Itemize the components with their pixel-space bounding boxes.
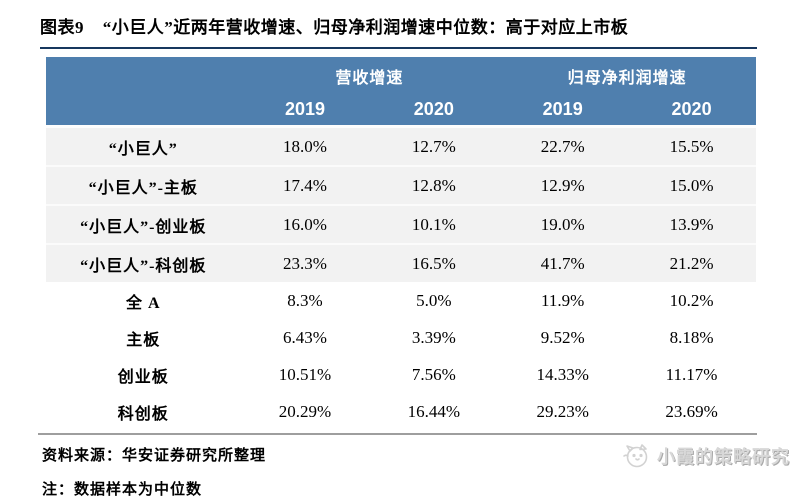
year-header-revenue-2019: 2019 [240, 94, 370, 127]
report-figure: 图表9 “小巨人”近两年营收增速、归母净利润增速中位数：高于对应上市板 营收增速… [38, 13, 790, 498]
cell: 3.39% [411, 327, 456, 347]
figure-label: 图表9 [40, 18, 84, 37]
cell: 14.33% [536, 364, 589, 384]
table-row: 科创板 20.29% 16.44% 29.23% 23.69% [46, 393, 756, 430]
figure-title-text: “小巨人”近两年营收增速、归母净利润增速中位数：高于对应上市板 [102, 18, 629, 37]
watermark: 小霞的策略研究 [622, 443, 790, 469]
column-group-row: 营收增速 归母净利润增速 [46, 57, 756, 94]
row-label: 创业板 [117, 368, 169, 386]
cell: 15.5% [627, 125, 756, 166]
cell: 29.23% [536, 401, 589, 421]
cat-face-icon [623, 444, 648, 468]
cell: 12.9% [498, 165, 628, 205]
figure-title: 图表9 “小巨人”近两年营收增速、归母净利润增速中位数：高于对应上市板 [40, 13, 757, 49]
cell: 17.4% [240, 165, 370, 205]
corner-cell [46, 57, 241, 94]
watermark-text: 小霞的策略研究 [657, 447, 790, 467]
cell: 23.69% [665, 401, 718, 421]
data-table: 营收增速 归母净利润增速 2019 2020 2019 2020 “小巨人” 1… [46, 57, 756, 430]
cell: 12.8% [369, 165, 499, 205]
cell: 18.0% [240, 125, 370, 166]
source-note: 资料来源：华安证券研究所整理 [42, 448, 267, 464]
row-label: 主板 [126, 331, 161, 349]
year-header-row: 2019 2020 2019 2020 [46, 94, 756, 127]
row-label: 科创板 [117, 405, 169, 423]
row-label: 全 A [125, 294, 161, 312]
table-body: “小巨人” 18.0% 12.7% 22.7% 15.5% “小巨人”-主板 1… [46, 125, 756, 431]
table-row: “小巨人” 18.0% 12.7% 22.7% 15.5% [46, 125, 756, 166]
cell: 9.52% [540, 327, 585, 347]
row-label: “小巨人” [46, 125, 241, 166]
table-row: 全 A 8.3% 5.0% 11.9% 10.2% [46, 282, 756, 319]
cell: 11.9% [541, 290, 585, 310]
cell: 8.18% [669, 327, 714, 347]
cell: 7.56% [411, 364, 456, 384]
cell: 5.0% [416, 290, 452, 310]
corner-cell [46, 94, 241, 127]
year-header-profit-2019: 2019 [498, 94, 628, 127]
table-row: 创业板 10.51% 7.56% 14.33% 11.17% [46, 356, 756, 393]
cell: 23.3% [240, 243, 370, 282]
cell: 15.0% [627, 165, 756, 205]
cell: 22.7% [498, 125, 628, 166]
cell: 16.5% [369, 243, 499, 282]
cell: 16.0% [240, 204, 370, 244]
cell: 19.0% [498, 204, 628, 244]
cell: 8.3% [287, 290, 323, 310]
table-row: “小巨人”-创业板 16.0% 10.1% 19.0% 13.9% [46, 204, 756, 244]
table-header: 营收增速 归母净利润增速 2019 2020 2019 2020 [46, 57, 756, 127]
cell: 6.43% [283, 327, 327, 347]
cell: 41.7% [498, 243, 628, 282]
cell: 13.9% [627, 204, 756, 244]
cell: 16.44% [407, 401, 461, 421]
cell: 11.17% [665, 364, 718, 384]
row-label: “小巨人”-主板 [46, 165, 241, 205]
cell: 10.2% [669, 290, 714, 310]
column-group-revenue-growth: 营收增速 [240, 57, 499, 94]
year-header-revenue-2020: 2020 [369, 94, 499, 127]
table-row: “小巨人”-主板 17.4% 12.8% 12.9% 15.0% [46, 165, 756, 205]
column-group-net-profit-growth: 归母净利润增速 [498, 57, 756, 94]
cell: 10.1% [369, 204, 499, 244]
cell: 21.2% [627, 243, 756, 282]
table-row: 主板 6.43% 3.39% 9.52% 8.18% [46, 319, 756, 356]
table-row: “小巨人”-科创板 23.3% 16.5% 41.7% 21.2% [46, 243, 756, 282]
row-label: “小巨人”-创业板 [46, 204, 241, 244]
footer-divider [38, 433, 757, 435]
cell: 10.51% [278, 364, 332, 384]
row-label: “小巨人”-科创板 [46, 243, 241, 282]
cell: 12.7% [369, 125, 499, 166]
year-header-profit-2020: 2020 [627, 94, 756, 127]
cell: 20.29% [278, 401, 332, 421]
